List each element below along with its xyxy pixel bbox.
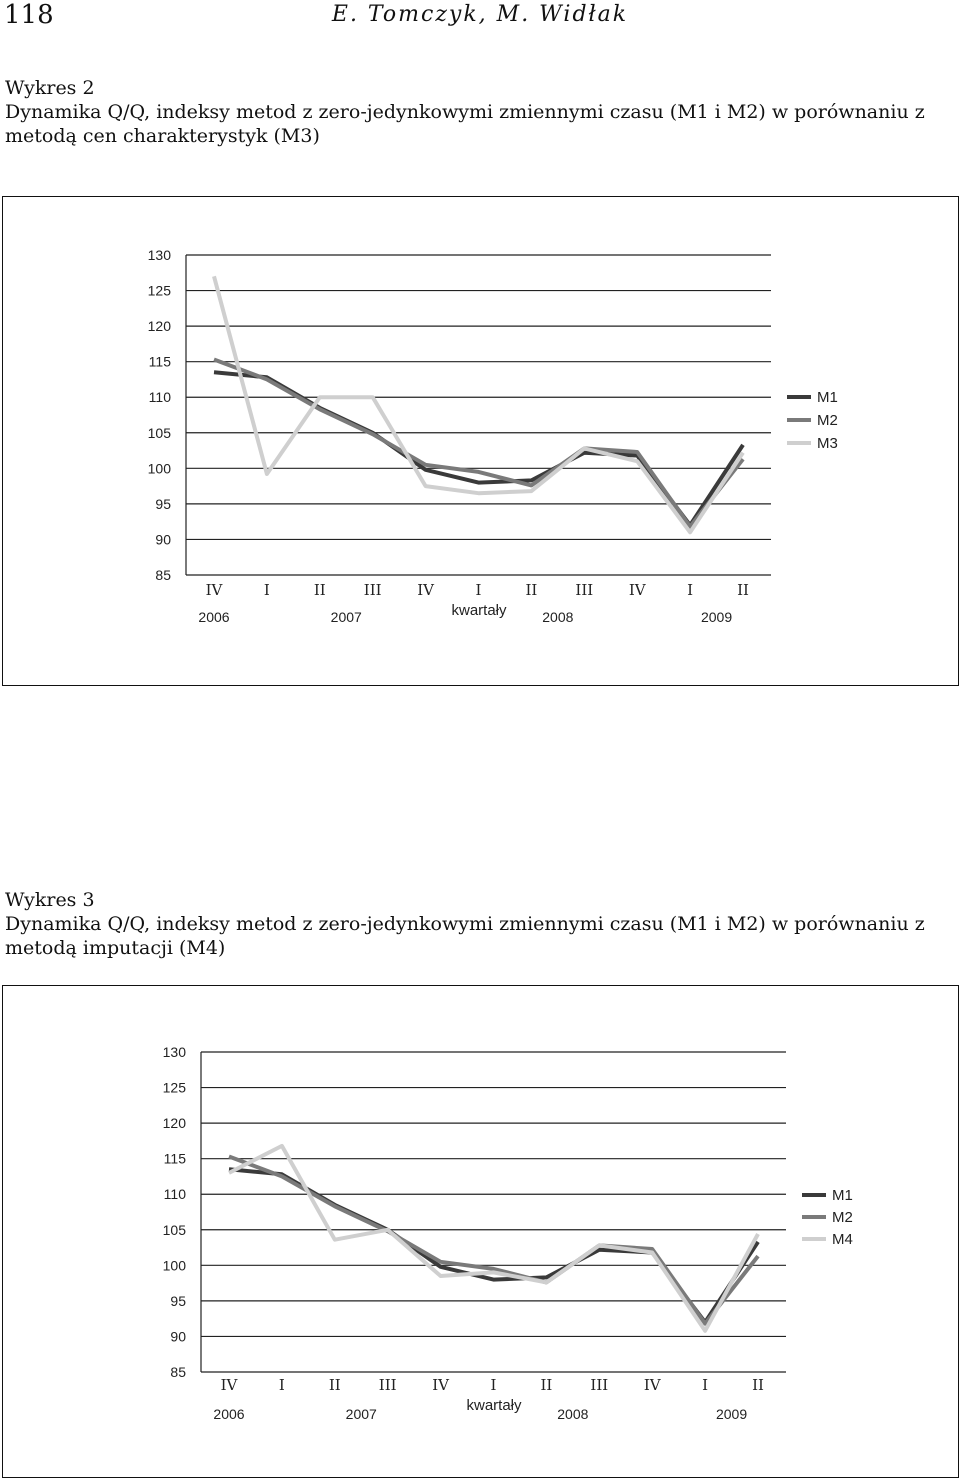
series-line-m3: [212, 275, 745, 535]
chart-frame-2: 85 90 95 100 105 110 115 120 125 130 IV I II III IV I II…: [2, 985, 959, 1478]
y-tick-label: 105: [163, 1222, 187, 1238]
x-tick-label: I: [279, 1376, 285, 1394]
year-label: 2007: [346, 1406, 377, 1422]
running-head: E. Tomczyk, M. Widłak: [331, 2, 629, 27]
year-label: 2008: [557, 1406, 588, 1422]
x-tick-label: II: [737, 581, 749, 599]
y-tick-label: 95: [170, 1293, 186, 1309]
x-tick-label: III: [590, 1376, 608, 1394]
x-tick-label: II: [329, 1376, 341, 1394]
figure-caption-text: Dynamika Q/Q, indeksy metod z zero-jedyn…: [5, 913, 925, 959]
x-tick-label: I: [702, 1376, 708, 1394]
x-axis-title: kwartały: [466, 1397, 522, 1414]
figure-caption-2: Wykres 2 Dynamika Q/Q, indeksy metod z z…: [5, 76, 955, 148]
year-label: 2009: [716, 1406, 747, 1422]
x-tick-label: I: [491, 1376, 497, 1394]
legend-label: M4: [832, 1231, 853, 1248]
x-tick-label: II: [525, 581, 537, 599]
y-tick-label: 95: [155, 496, 171, 512]
x-tick-label: II: [314, 581, 326, 599]
x-tick-label: I: [264, 581, 270, 599]
series-line-m4: [228, 1143, 760, 1333]
x-tick-label: III: [364, 581, 382, 599]
year-label: 2009: [701, 609, 732, 625]
y-tick-label: 100: [148, 460, 172, 476]
x-tick-label: I: [476, 581, 482, 599]
legend-label: M3: [817, 435, 838, 452]
figure-caption-3: Wykres 3 Dynamika Q/Q, indeksy metod z z…: [5, 888, 955, 960]
y-tick-label: 120: [163, 1115, 187, 1131]
legend-label: M1: [832, 1187, 853, 1204]
x-tick-label: IV: [644, 1376, 662, 1394]
y-tick-label: 85: [170, 1364, 186, 1380]
series-line-m2: [228, 1154, 760, 1326]
year-label: 2006: [198, 609, 229, 625]
legend-label: M1: [817, 389, 838, 406]
series-line-m2: [213, 357, 745, 529]
x-tick-label: III: [575, 581, 593, 599]
y-tick-label: 110: [164, 1186, 187, 1202]
x-tick-label: IV: [432, 1376, 450, 1394]
y-tick-label: 120: [148, 318, 172, 334]
y-tick-label: 115: [164, 1151, 187, 1167]
chart-frame-1: 85 90 95 100 105 110 115 120 125 130 IV I II III IV I II…: [2, 196, 959, 686]
y-tick-label: 130: [148, 247, 172, 263]
x-tick-label: II: [752, 1376, 764, 1394]
x-tick-label: II: [540, 1376, 552, 1394]
figure-number: Wykres 2: [5, 77, 95, 99]
x-tick-label: IV: [221, 1376, 239, 1394]
y-tick-label: 100: [163, 1257, 187, 1273]
figure-number: Wykres 3: [5, 889, 95, 911]
y-tick-label: 90: [155, 531, 171, 547]
y-tick-label: 125: [163, 1080, 187, 1096]
y-tick-label: 110: [149, 389, 172, 405]
y-tick-label: 90: [170, 1328, 186, 1344]
x-tick-label: IV: [629, 581, 647, 599]
year-label: 2008: [542, 609, 573, 625]
figure-caption-text: Dynamika Q/Q, indeksy metod z zero-jedyn…: [5, 101, 925, 147]
year-label: 2006: [213, 1406, 244, 1422]
x-tick-label: III: [379, 1376, 397, 1394]
legend-label: M2: [832, 1209, 853, 1226]
legend-label: M2: [817, 412, 838, 429]
page-number: 118: [4, 0, 54, 30]
x-axis-title: kwartały: [451, 602, 507, 619]
x-tick-label: IV: [206, 581, 224, 599]
x-tick-label: I: [687, 581, 693, 599]
y-tick-label: 115: [149, 354, 172, 370]
y-tick-label: 105: [148, 425, 172, 441]
year-label: 2007: [331, 609, 362, 625]
x-tick-label: IV: [417, 581, 435, 599]
y-tick-label: 125: [148, 283, 172, 299]
y-tick-label: 130: [163, 1044, 187, 1060]
y-tick-label: 85: [155, 567, 171, 583]
